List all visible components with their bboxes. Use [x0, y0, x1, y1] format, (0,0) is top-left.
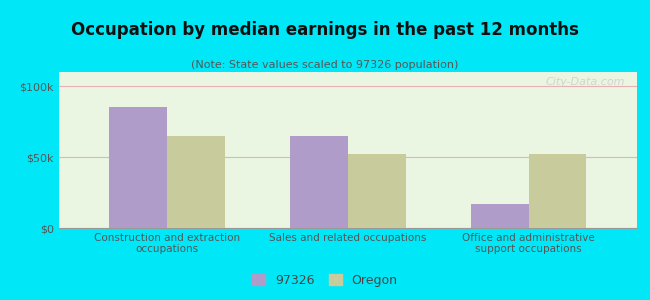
Text: (Note: State values scaled to 97326 population): (Note: State values scaled to 97326 popu… — [191, 60, 459, 70]
Text: Occupation by median earnings in the past 12 months: Occupation by median earnings in the pas… — [71, 21, 579, 39]
Bar — [528, 154, 586, 228]
Bar — [348, 154, 406, 228]
Text: City-Data.com: City-Data.com — [546, 77, 625, 87]
Bar — [167, 136, 225, 228]
Bar — [471, 204, 528, 228]
Bar — [109, 107, 167, 228]
Bar — [290, 136, 348, 228]
Legend: 97326, Oregon: 97326, Oregon — [248, 270, 402, 291]
